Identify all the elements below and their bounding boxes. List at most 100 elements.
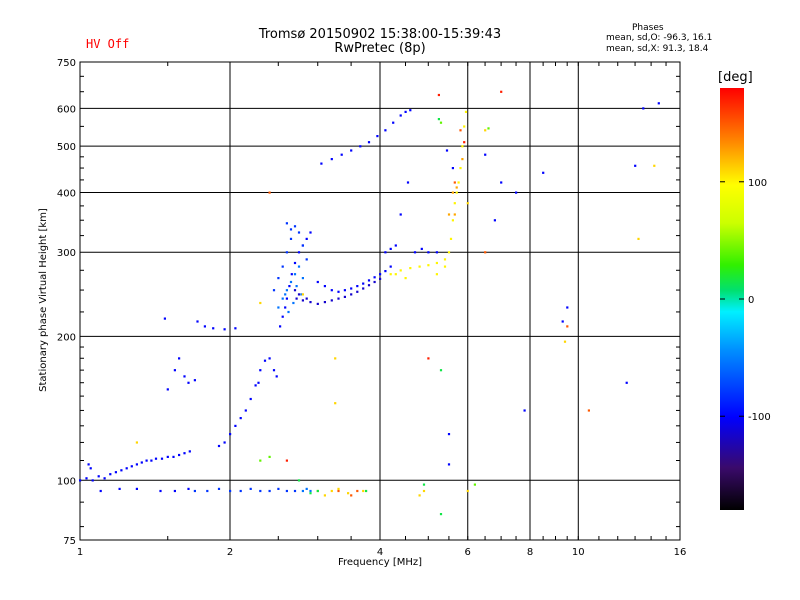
data-point bbox=[473, 483, 476, 486]
data-point bbox=[234, 327, 237, 330]
data-point bbox=[464, 110, 468, 113]
data-point bbox=[293, 289, 297, 292]
data-point bbox=[343, 295, 346, 298]
data-point bbox=[418, 494, 421, 497]
data-point bbox=[79, 479, 82, 482]
y-tick-label: 100 bbox=[57, 476, 76, 487]
data-point bbox=[279, 325, 282, 328]
data-point bbox=[295, 285, 298, 288]
data-point bbox=[297, 293, 301, 296]
data-point bbox=[305, 297, 308, 300]
data-point bbox=[290, 273, 293, 276]
data-point bbox=[263, 359, 267, 362]
data-point bbox=[343, 289, 346, 292]
data-point bbox=[292, 301, 295, 305]
data-point bbox=[277, 306, 280, 309]
data-point bbox=[404, 110, 407, 113]
data-point bbox=[154, 457, 158, 460]
y-tick-label: 500 bbox=[57, 142, 76, 153]
data-point bbox=[373, 280, 376, 284]
data-point bbox=[249, 487, 252, 490]
stats-o: mean, sd,O: -96.3, 16.1 bbox=[606, 33, 713, 43]
y-tick-label: 300 bbox=[57, 248, 76, 259]
data-point bbox=[427, 264, 430, 267]
data-point bbox=[384, 251, 387, 254]
x-tick-label: 16 bbox=[674, 547, 687, 558]
data-point bbox=[389, 273, 392, 276]
data-point bbox=[91, 479, 94, 482]
data-point bbox=[406, 181, 410, 184]
chart-subtitle: RwPretec (8p) bbox=[334, 41, 426, 56]
data-point bbox=[379, 277, 382, 280]
data-point bbox=[399, 269, 402, 272]
data-point bbox=[309, 231, 312, 234]
data-point bbox=[463, 125, 466, 128]
data-point bbox=[466, 202, 469, 205]
data-point bbox=[140, 461, 143, 464]
stats-x: mean, sd,X: 91.3, 18.4 bbox=[606, 44, 709, 54]
data-point bbox=[268, 357, 271, 360]
x-tick-label: 8 bbox=[527, 547, 533, 558]
data-point bbox=[316, 280, 319, 284]
y-tick-label: 400 bbox=[57, 188, 76, 199]
data-point bbox=[277, 487, 280, 490]
data-point bbox=[203, 325, 206, 328]
data-point bbox=[289, 280, 293, 284]
data-point bbox=[356, 290, 359, 293]
data-point bbox=[293, 273, 297, 276]
colorbar-tick-label: 0 bbox=[748, 295, 754, 306]
data-point bbox=[359, 145, 362, 148]
data-point bbox=[493, 219, 496, 222]
data-point bbox=[268, 191, 271, 194]
data-point bbox=[239, 489, 242, 493]
data-point bbox=[178, 453, 181, 457]
data-point bbox=[435, 261, 438, 265]
data-point bbox=[330, 299, 333, 302]
grid-lines bbox=[80, 62, 680, 540]
data-point bbox=[443, 265, 447, 268]
data-point bbox=[268, 455, 271, 458]
data-point bbox=[150, 459, 153, 462]
chart-title: Tromsø 20150902 15:38:00-15:39:43 bbox=[258, 27, 502, 42]
data-point bbox=[275, 375, 278, 378]
data-point bbox=[389, 265, 392, 268]
data-point bbox=[206, 489, 209, 493]
data-point bbox=[566, 306, 569, 309]
data-point bbox=[500, 90, 503, 93]
data-point bbox=[542, 171, 545, 174]
data-point bbox=[309, 492, 312, 495]
data-point bbox=[362, 282, 365, 285]
data-point bbox=[173, 489, 176, 493]
data-point bbox=[316, 302, 319, 305]
data-point bbox=[109, 473, 112, 476]
data-point bbox=[239, 417, 242, 420]
data-point bbox=[413, 251, 417, 254]
data-point bbox=[350, 494, 353, 497]
y-tick-label: 750 bbox=[57, 58, 76, 69]
data-point bbox=[293, 261, 297, 265]
data-point bbox=[259, 489, 262, 493]
x-tick-label: 10 bbox=[572, 547, 585, 558]
data-point bbox=[437, 93, 440, 97]
data-point bbox=[249, 397, 252, 401]
data-point bbox=[367, 279, 371, 282]
data-point bbox=[384, 129, 387, 132]
data-point bbox=[293, 225, 297, 228]
data-point bbox=[376, 135, 379, 138]
data-point bbox=[451, 191, 454, 194]
data-point bbox=[384, 270, 387, 273]
data-point bbox=[193, 379, 196, 382]
data-point bbox=[435, 251, 438, 254]
data-point bbox=[422, 489, 426, 493]
data-point bbox=[404, 277, 407, 280]
data-point bbox=[229, 433, 232, 436]
data-point bbox=[285, 459, 288, 462]
data-point bbox=[451, 167, 454, 170]
data-point bbox=[301, 293, 304, 296]
data-point bbox=[272, 289, 276, 292]
data-point bbox=[166, 455, 169, 458]
data-point bbox=[287, 310, 290, 314]
data-point bbox=[114, 471, 117, 474]
data-point bbox=[373, 276, 376, 279]
data-point bbox=[305, 237, 308, 240]
